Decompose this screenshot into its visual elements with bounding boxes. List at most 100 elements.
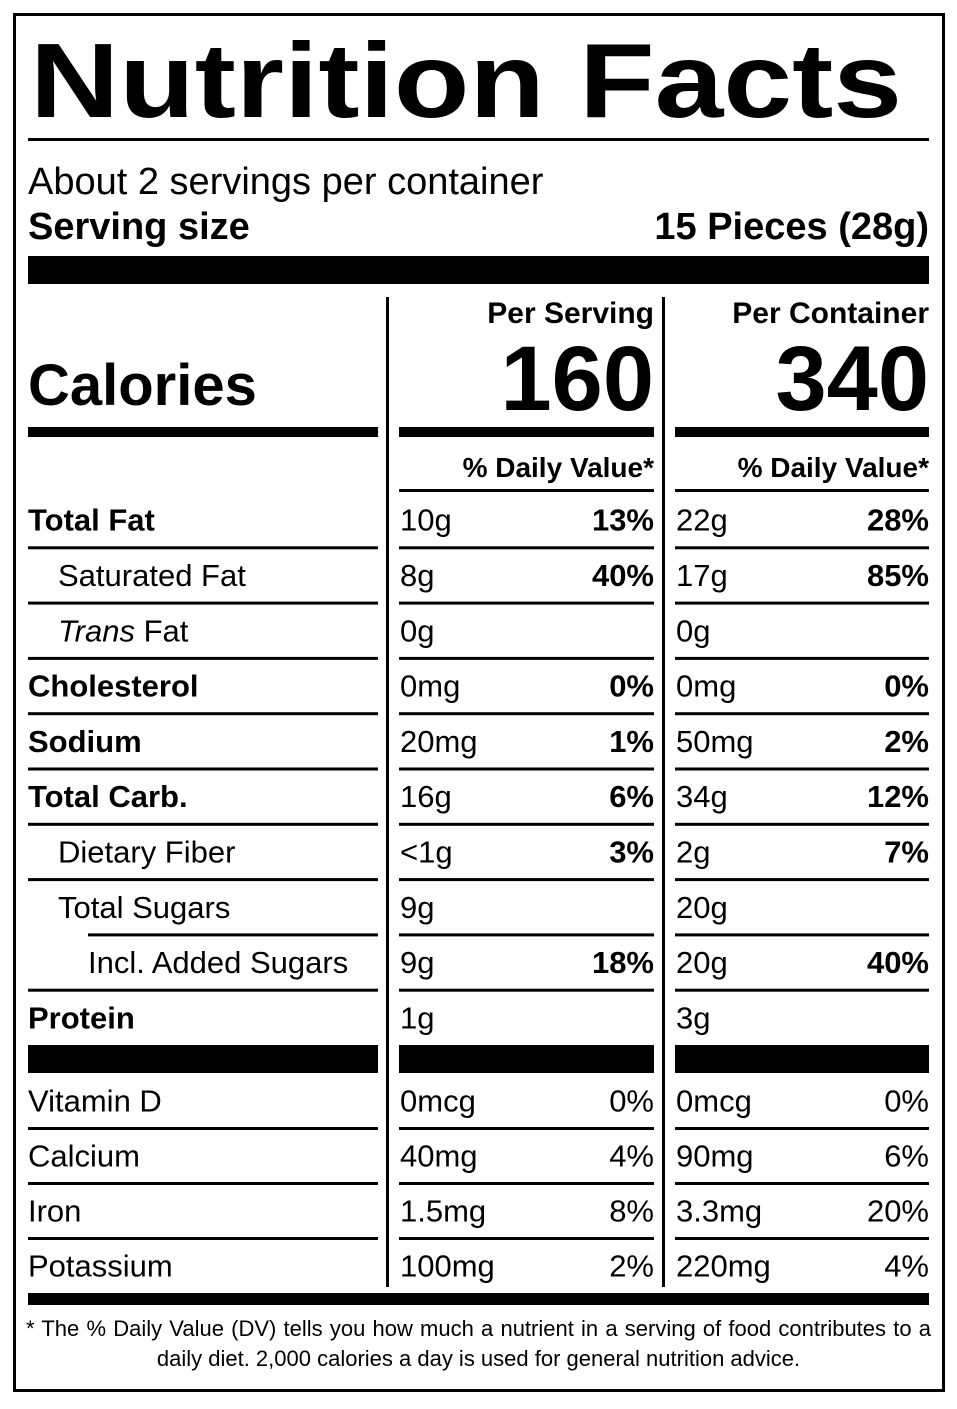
nutrient-name-text: Vitamin D [28, 1084, 162, 1119]
daily-value: 0% [884, 1084, 929, 1119]
rule [675, 489, 929, 492]
nutrient-name-text: Total Fat [28, 503, 155, 538]
nutrient-name: Vitamin D [28, 1084, 162, 1119]
nutrient-name: Sodium [28, 724, 142, 759]
rule [675, 988, 929, 992]
amount: 16g [400, 779, 452, 814]
daily-value: 8% [609, 1194, 654, 1229]
rule [28, 138, 929, 141]
daily-value: 0% [609, 1084, 654, 1119]
title: Nutrition Facts [30, 22, 902, 140]
calories-label: Calories [28, 353, 257, 418]
daily-value: 0% [884, 669, 929, 704]
rule [28, 988, 378, 992]
daily-value: 13% [592, 503, 654, 538]
rule [675, 822, 929, 826]
divider [662, 297, 665, 1287]
amount: 1.5mg [400, 1194, 486, 1229]
daily-value: 6% [609, 779, 654, 814]
amount: 17g [676, 558, 728, 593]
amount: 0mcg [676, 1084, 752, 1119]
nutrient-name: Total Fat [28, 503, 155, 538]
rule [675, 656, 929, 660]
nutrient-name-text: Iron [28, 1194, 81, 1229]
rule [28, 1182, 378, 1185]
footnote-box: * The % Daily Value (DV) tells you how m… [26, 1314, 931, 1374]
amount: 0g [400, 613, 434, 648]
rule [399, 822, 654, 826]
rule [28, 601, 378, 605]
rule [399, 933, 654, 937]
nutrient-name: Cholesterol [28, 669, 199, 704]
footnote-marker: * [26, 1316, 35, 1341]
rule [28, 1237, 378, 1240]
amount: 0mcg [400, 1084, 476, 1119]
serving-size-label: Serving size [28, 206, 250, 248]
amount: 9g [400, 890, 434, 925]
daily-value: 85% [867, 558, 929, 593]
rule [399, 988, 654, 992]
amount: 22g [676, 503, 728, 538]
dv-header: % Daily Value* [738, 452, 930, 483]
rule [675, 933, 929, 937]
serving-size-value: 15 Pieces (28g) [654, 206, 929, 248]
bar [28, 1045, 378, 1073]
footnote-text: The % Daily Value (DV) tells you how muc… [41, 1316, 931, 1371]
footnote: * The % Daily Value (DV) tells you how m… [26, 1314, 931, 1374]
daily-value: 4% [884, 1249, 929, 1284]
daily-value: 12% [867, 779, 929, 814]
daily-value: 40% [592, 558, 654, 593]
nutrient-name: Saturated Fat [58, 558, 246, 593]
daily-value: 2% [609, 1249, 654, 1284]
rule [675, 767, 929, 771]
nutrient-name-text: Fat [144, 613, 189, 648]
nutrient-name-text: Cholesterol [28, 669, 199, 704]
daily-value: 4% [609, 1139, 654, 1174]
rule [675, 601, 929, 605]
nutrient-name: Total Sugars [58, 890, 230, 925]
rule [88, 933, 378, 937]
border [13, 13, 945, 1392]
amount: 0mg [400, 669, 460, 704]
amount: 2g [676, 834, 710, 869]
column-heading: Per Serving [487, 297, 654, 330]
amount: 3.3mg [676, 1194, 762, 1229]
nutrient-name-text: Saturated Fat [58, 558, 246, 593]
nutrient-name-text: Dietary Fiber [58, 834, 235, 869]
amount: 100mg [400, 1249, 495, 1284]
dv-header: % Daily Value* [463, 452, 655, 483]
amount: 20g [676, 945, 728, 980]
amount: 90mg [676, 1139, 754, 1174]
nutrient-name: Iron [28, 1194, 81, 1229]
nutrient-name: Dietary Fiber [58, 834, 235, 869]
rule [399, 546, 654, 550]
bar [675, 1045, 929, 1073]
thick-bar [28, 256, 929, 284]
nutrient-name-text: Potassium [28, 1249, 173, 1284]
nutrient-name-italic: Trans [58, 613, 135, 648]
servings: About 2 servings per container [28, 161, 544, 203]
amount: 1g [400, 1000, 434, 1035]
rule [675, 1182, 929, 1185]
bar [675, 427, 929, 437]
amount: 50mg [676, 724, 754, 759]
rule [399, 601, 654, 605]
nutrient-name: Protein [28, 1000, 135, 1035]
rule [28, 1127, 378, 1130]
rule [399, 1127, 654, 1130]
daily-value: 28% [867, 503, 929, 538]
nutrient-name-text: Protein [28, 1000, 135, 1035]
rule [399, 1237, 654, 1240]
nutrient-name-text: Total Sugars [58, 890, 230, 925]
amount: 40mg [400, 1139, 478, 1174]
nutrient-name-text: Sodium [28, 724, 142, 759]
calories-value: 160 [501, 328, 655, 430]
bar [399, 1045, 654, 1073]
bar [28, 1293, 929, 1305]
rule [28, 546, 378, 550]
daily-value: 6% [884, 1139, 929, 1174]
amount: <1g [400, 834, 453, 869]
daily-value: 18% [592, 945, 654, 980]
rule [399, 1182, 654, 1185]
